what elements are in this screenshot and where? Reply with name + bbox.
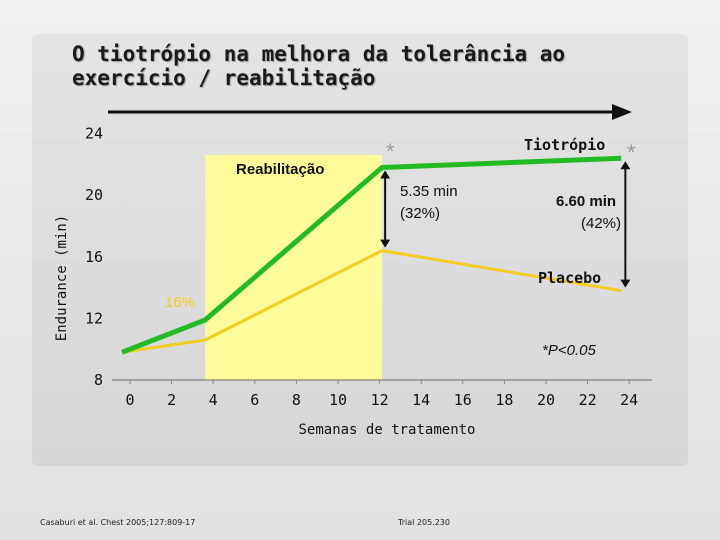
y-tick-label: 16 [85,248,103,266]
x-tick-label: 16 [454,391,472,409]
x-axis-label: Semanas de tratamento [298,422,475,438]
title-line-2: exercício / reabilitação [72,66,376,90]
title-line-1: O tiotrópio na melhora da tolerância ao [72,42,566,66]
y-tick-label: 20 [85,186,103,204]
x-tick-label: 0 [125,391,134,409]
citation: Casaburi et al. Chest 2005;127:809-17 [40,518,196,527]
x-tick-label: 6 [250,391,259,409]
slide-title: O tiotrópio na melhora da tolerância ao … [72,42,672,90]
series-line-placebo [121,249,622,354]
y-tick-label: 8 [94,371,103,389]
x-tick-label: 8 [292,391,301,409]
rehab-diff-minutes: 5.35 min [400,183,458,200]
y-axis-label: Endurance (min) [54,215,70,341]
rehab-difference-arrow-head [380,239,391,248]
trial-id: Trial 205.230 [398,518,450,527]
x-tick-label: 18 [495,391,513,409]
x-tick-label: 14 [412,391,430,409]
x-tick-label: 10 [329,391,347,409]
end-difference-arrow-head [620,279,631,288]
placebo-label: Placebo [538,269,601,287]
top-arrow-head [612,104,632,120]
rehab-label: Reabilitação [236,161,324,178]
x-tick-label: 4 [209,391,218,409]
percent-label: 16% [165,294,195,311]
y-tick-label: 12 [85,309,103,327]
end-diff-percent: (42%) [581,215,621,232]
x-tick-label: 2 [167,391,176,409]
x-tick-label: 22 [579,391,597,409]
p-value-note: *P<0.05 [542,342,596,359]
x-tick-label: 20 [537,391,555,409]
y-tick-label: 24 [85,125,103,143]
rehab-difference-arrow-head [380,170,391,179]
end-asterisk: * [627,140,636,165]
rehab-diff-percent: (32%) [400,205,440,222]
rehab-asterisk: * [386,139,395,164]
end-difference-arrow-head [620,161,631,170]
series-line-tiotropio [121,155,622,355]
tiotropio-label: Tiotrópio [524,136,605,154]
x-tick-label: 24 [620,391,638,409]
x-tick-label: 12 [371,391,389,409]
end-diff-minutes: 6.60 min [556,193,616,210]
